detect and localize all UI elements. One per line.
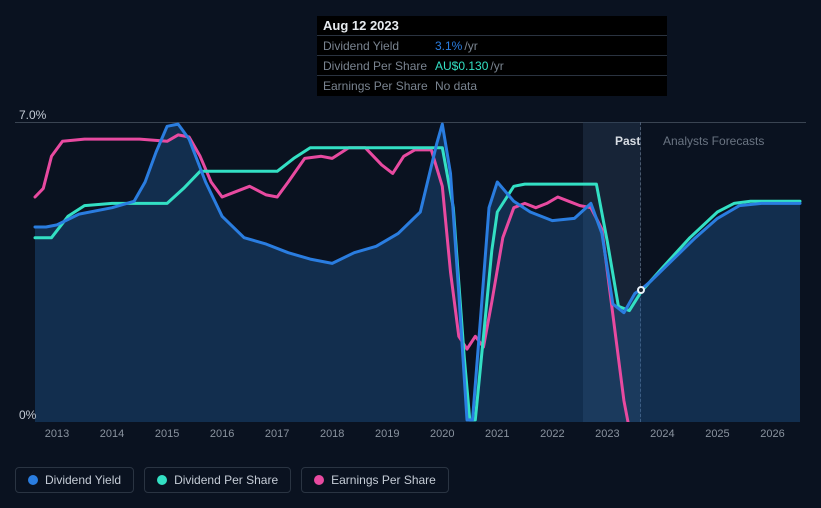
xaxis-tick: 2024 bbox=[650, 428, 674, 440]
xaxis-tick: 2018 bbox=[320, 428, 344, 440]
swatch-icon bbox=[314, 475, 324, 485]
xaxis-tick: 2022 bbox=[540, 428, 564, 440]
tooltip-yield-value: 3.1% bbox=[435, 39, 462, 53]
legend: Dividend Yield Dividend Per Share Earnin… bbox=[15, 467, 449, 493]
xaxis: 2013 2014 2015 2016 2017 2018 2019 2020 2021 2022… bbox=[15, 428, 806, 444]
xaxis-tick: 2016 bbox=[210, 428, 234, 440]
legend-label: Earnings Per Share bbox=[331, 473, 436, 487]
xaxis-tick: 2023 bbox=[595, 428, 619, 440]
swatch-icon bbox=[28, 475, 38, 485]
tooltip-date: Aug 12 2023 bbox=[317, 18, 399, 33]
swatch-icon bbox=[157, 475, 167, 485]
legend-label: Dividend Yield bbox=[45, 473, 121, 487]
xaxis-tick: 2025 bbox=[705, 428, 729, 440]
forecasts-label: Analysts Forecasts bbox=[663, 134, 764, 148]
xaxis-tick: 2020 bbox=[430, 428, 454, 440]
xaxis-tick: 2015 bbox=[155, 428, 179, 440]
xaxis-tick: 2013 bbox=[45, 428, 69, 440]
tooltip-eps-nodata: No data bbox=[435, 79, 477, 93]
tooltip-row-eps: Earnings Per Share No data bbox=[317, 76, 667, 96]
legend-item-dividend-yield[interactable]: Dividend Yield bbox=[15, 467, 134, 493]
tooltip-row-yield: Dividend Yield 3.1% /yr bbox=[317, 36, 667, 56]
legend-item-dividend-per-share[interactable]: Dividend Per Share bbox=[144, 467, 291, 493]
yaxis-max: 7.0% bbox=[19, 108, 46, 122]
dividend-chart: Aug 12 2023 Dividend Yield 3.1% /yr Divi… bbox=[15, 0, 806, 508]
highlight-point-icon bbox=[637, 286, 645, 294]
past-label: Past bbox=[615, 134, 640, 148]
xaxis-tick: 2026 bbox=[760, 428, 784, 440]
legend-label: Dividend Per Share bbox=[174, 473, 278, 487]
xaxis-tick: 2017 bbox=[265, 428, 289, 440]
tooltip-row-dps: Dividend Per Share AU$0.130 /yr bbox=[317, 56, 667, 76]
tooltip-dps-value: AU$0.130 bbox=[435, 59, 488, 73]
chart-tooltip: Aug 12 2023 Dividend Yield 3.1% /yr Divi… bbox=[317, 16, 667, 96]
chart-plot-area[interactable] bbox=[15, 122, 806, 422]
xaxis-tick: 2014 bbox=[100, 428, 124, 440]
xaxis-tick: 2019 bbox=[375, 428, 399, 440]
legend-item-earnings-per-share[interactable]: Earnings Per Share bbox=[301, 467, 449, 493]
yaxis-min: 0% bbox=[19, 408, 36, 422]
xaxis-tick: 2021 bbox=[485, 428, 509, 440]
